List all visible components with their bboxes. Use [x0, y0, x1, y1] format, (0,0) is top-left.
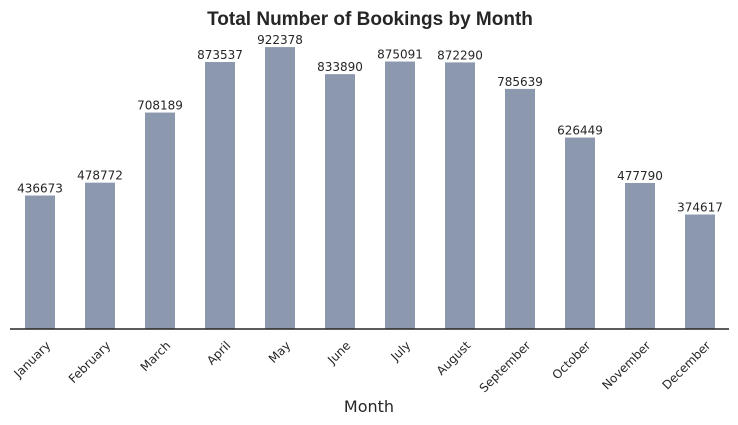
x-tick-label-june: June: [324, 338, 353, 367]
bars-group: [25, 47, 715, 330]
x-tick-label-january: January: [11, 338, 54, 381]
bar-july: [385, 61, 415, 329]
bar-october: [565, 137, 595, 329]
data-label-december: 374617: [677, 201, 723, 215]
data-label-august: 872290: [437, 48, 483, 62]
x-tick-label-december: December: [659, 338, 713, 392]
data-label-january: 436673: [17, 182, 63, 196]
x-tick-label-march: March: [138, 338, 174, 374]
bar-may: [265, 47, 295, 329]
bar-june: [325, 74, 355, 329]
data-label-june: 833890: [317, 60, 363, 74]
chart-title: Total Number of Bookings by Month: [207, 9, 533, 30]
data-label-october: 626449: [557, 124, 603, 138]
data-label-july: 875091: [377, 48, 423, 62]
x-tick-label-july: July: [387, 338, 413, 364]
x-tick-label-february: February: [66, 338, 114, 386]
bar-september: [505, 88, 535, 329]
bar-april: [205, 62, 235, 329]
data-label-april: 873537: [197, 48, 243, 62]
bar-august: [445, 62, 475, 330]
data-label-november: 477790: [617, 169, 663, 183]
bar-march: [145, 112, 175, 329]
data-label-september: 785639: [497, 75, 543, 89]
bar-february: [85, 182, 115, 329]
bar-november: [625, 182, 655, 329]
data-label-may: 922378: [257, 33, 303, 47]
x-tick-label-may: May: [266, 338, 293, 365]
x-tick-label-september: September: [477, 338, 534, 395]
x-tick-label-august: August: [434, 338, 474, 378]
bar-december: [685, 214, 715, 329]
data-label-february: 478772: [77, 169, 123, 183]
data-label-march: 708189: [137, 99, 183, 113]
x-tick-label-april: April: [204, 338, 233, 367]
bar-january: [25, 195, 55, 329]
x-tick-label-november: November: [599, 338, 653, 392]
data-labels-group: 436673 478772 708189 873537 922378 833890 8750…: [17, 33, 723, 214]
x-axis-label: Month: [344, 397, 394, 416]
x-tick-label-october: October: [549, 338, 593, 382]
x-tick-labels-group: January February March April May June July Augu…: [11, 338, 714, 395]
